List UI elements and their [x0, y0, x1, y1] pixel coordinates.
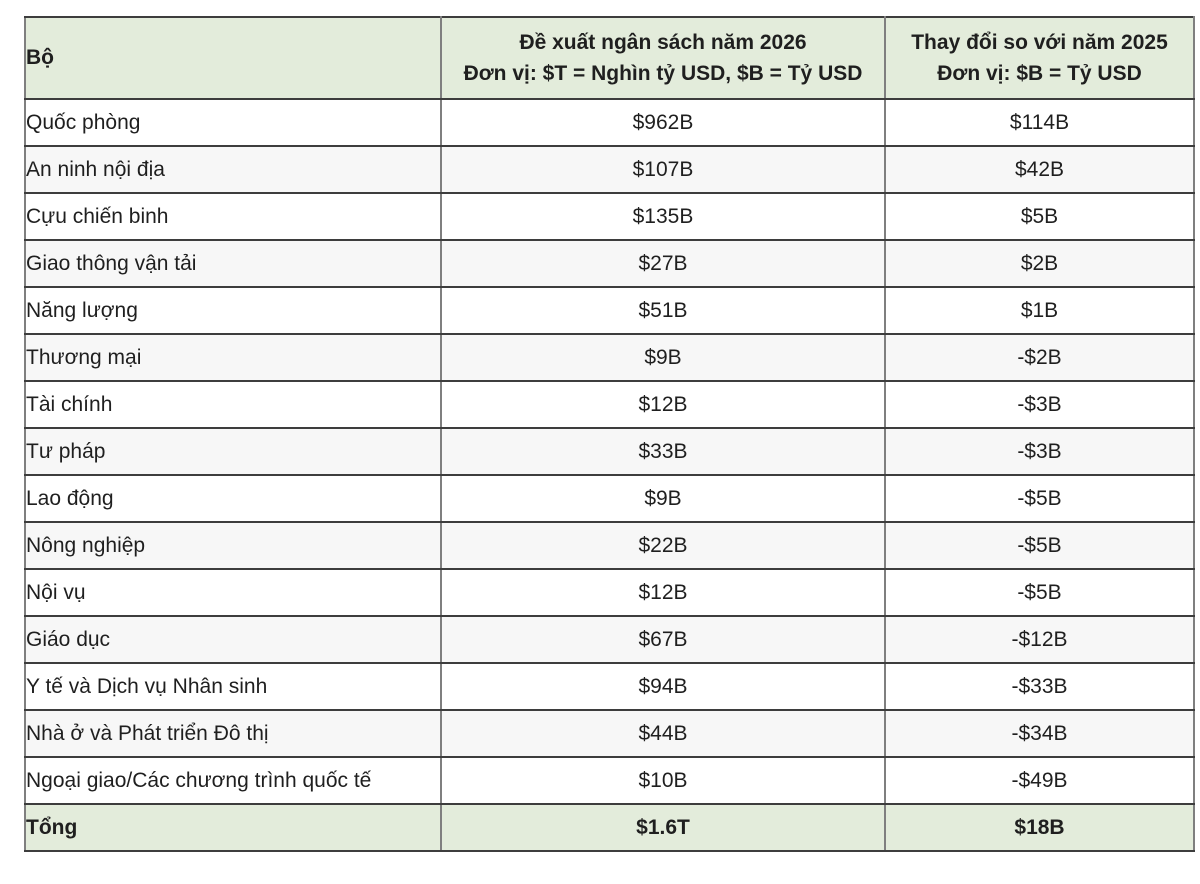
- ministry-cell: Tư pháp: [24, 427, 442, 476]
- ministry-cell: Cựu chiến binh: [24, 192, 442, 241]
- ministry-cell: Giáo dục: [24, 615, 442, 664]
- ministry-cell: Y tế và Dịch vụ Nhân sinh: [24, 662, 442, 711]
- table-row: Giáo dục $67B -$12B: [24, 615, 1195, 664]
- budget-cell: $27B: [440, 239, 886, 288]
- ministry-cell: Lao động: [24, 474, 442, 523]
- ministry-cell: Ngoại giao/Các chương trình quốc tế: [24, 756, 442, 805]
- change-cell: -$5B: [884, 568, 1195, 617]
- total-row: Tổng $1.6T $18B: [24, 803, 1195, 852]
- header-change-unit: Đơn vị: $B = Tỷ USD: [937, 62, 1142, 85]
- change-cell: -$49B: [884, 756, 1195, 805]
- header-change-title: Thay đổi so với năm 2025: [911, 31, 1168, 54]
- budget-cell: $107B: [440, 145, 886, 194]
- header-row: Bộ Đề xuất ngân sách năm 2026 Đơn vị: $T…: [24, 16, 1195, 100]
- change-cell: -$2B: [884, 333, 1195, 382]
- table-row: Năng lượng $51B $1B: [24, 286, 1195, 335]
- total-label-cell: Tổng: [24, 803, 442, 852]
- change-cell: $114B: [884, 98, 1195, 147]
- change-cell: $1B: [884, 286, 1195, 335]
- header-budget-2026-column: Đề xuất ngân sách năm 2026 Đơn vị: $T = …: [440, 16, 886, 100]
- table-row: Giao thông vận tải $27B $2B: [24, 239, 1195, 288]
- change-cell: $2B: [884, 239, 1195, 288]
- budget-cell: $67B: [440, 615, 886, 664]
- budget-cell: $33B: [440, 427, 886, 476]
- ministry-cell: Năng lượng: [24, 286, 442, 335]
- change-cell: -$5B: [884, 474, 1195, 523]
- budget-cell: $9B: [440, 333, 886, 382]
- budget-cell: $94B: [440, 662, 886, 711]
- change-cell: -$5B: [884, 521, 1195, 570]
- change-cell: -$3B: [884, 427, 1195, 476]
- table-row: An ninh nội địa $107B $42B: [24, 145, 1195, 194]
- ministry-cell: An ninh nội địa: [24, 145, 442, 194]
- table-header: Bộ Đề xuất ngân sách năm 2026 Đơn vị: $T…: [24, 16, 1195, 100]
- table-row: Cựu chiến binh $135B $5B: [24, 192, 1195, 241]
- header-budget-title: Đề xuất ngân sách năm 2026: [519, 31, 807, 54]
- header-ministry-label: Bộ: [26, 46, 54, 69]
- change-cell: $5B: [884, 192, 1195, 241]
- table-row: Thương mại $9B -$2B: [24, 333, 1195, 382]
- table-row: Tài chính $12B -$3B: [24, 380, 1195, 429]
- budget-cell: $962B: [440, 98, 886, 147]
- header-ministry-column: Bộ: [24, 16, 442, 100]
- table-body: Quốc phòng $962B $114B An ninh nội địa $…: [24, 98, 1195, 805]
- table-row: Y tế và Dịch vụ Nhân sinh $94B -$33B: [24, 662, 1195, 711]
- budget-cell: $12B: [440, 568, 886, 617]
- table-row: Nông nghiệp $22B -$5B: [24, 521, 1195, 570]
- table-row: Nội vụ $12B -$5B: [24, 568, 1195, 617]
- table-row: Quốc phòng $962B $114B: [24, 98, 1195, 147]
- budget-cell: $135B: [440, 192, 886, 241]
- budget-cell: $22B: [440, 521, 886, 570]
- change-cell: -$34B: [884, 709, 1195, 758]
- table-row: Lao động $9B -$5B: [24, 474, 1195, 523]
- table-row: Nhà ở và Phát triển Đô thị $44B -$34B: [24, 709, 1195, 758]
- total-change-cell: $18B: [884, 803, 1195, 852]
- ministry-cell: Tài chính: [24, 380, 442, 429]
- change-cell: -$3B: [884, 380, 1195, 429]
- ministry-cell: Nội vụ: [24, 568, 442, 617]
- table-row: Ngoại giao/Các chương trình quốc tế $10B…: [24, 756, 1195, 805]
- ministry-cell: Nhà ở và Phát triển Đô thị: [24, 709, 442, 758]
- change-cell: $42B: [884, 145, 1195, 194]
- change-cell: -$33B: [884, 662, 1195, 711]
- budget-cell: $51B: [440, 286, 886, 335]
- table-footer: Tổng $1.6T $18B: [24, 803, 1195, 852]
- budget-cell: $9B: [440, 474, 886, 523]
- budget-cell: $12B: [440, 380, 886, 429]
- change-cell: -$12B: [884, 615, 1195, 664]
- ministry-cell: Thương mại: [24, 333, 442, 382]
- total-budget-cell: $1.6T: [440, 803, 886, 852]
- ministry-cell: Giao thông vận tải: [24, 239, 442, 288]
- ministry-cell: Quốc phòng: [24, 98, 442, 147]
- budget-table: Bộ Đề xuất ngân sách năm 2026 Đơn vị: $T…: [24, 16, 1195, 852]
- header-budget-unit: Đơn vị: $T = Nghìn tỷ USD, $B = Tỷ USD: [463, 62, 863, 85]
- table-row: Tư pháp $33B -$3B: [24, 427, 1195, 476]
- budget-cell: $10B: [440, 756, 886, 805]
- budget-cell: $44B: [440, 709, 886, 758]
- ministry-cell: Nông nghiệp: [24, 521, 442, 570]
- header-change-2025-column: Thay đổi so với năm 2025 Đơn vị: $B = Tỷ…: [884, 16, 1195, 100]
